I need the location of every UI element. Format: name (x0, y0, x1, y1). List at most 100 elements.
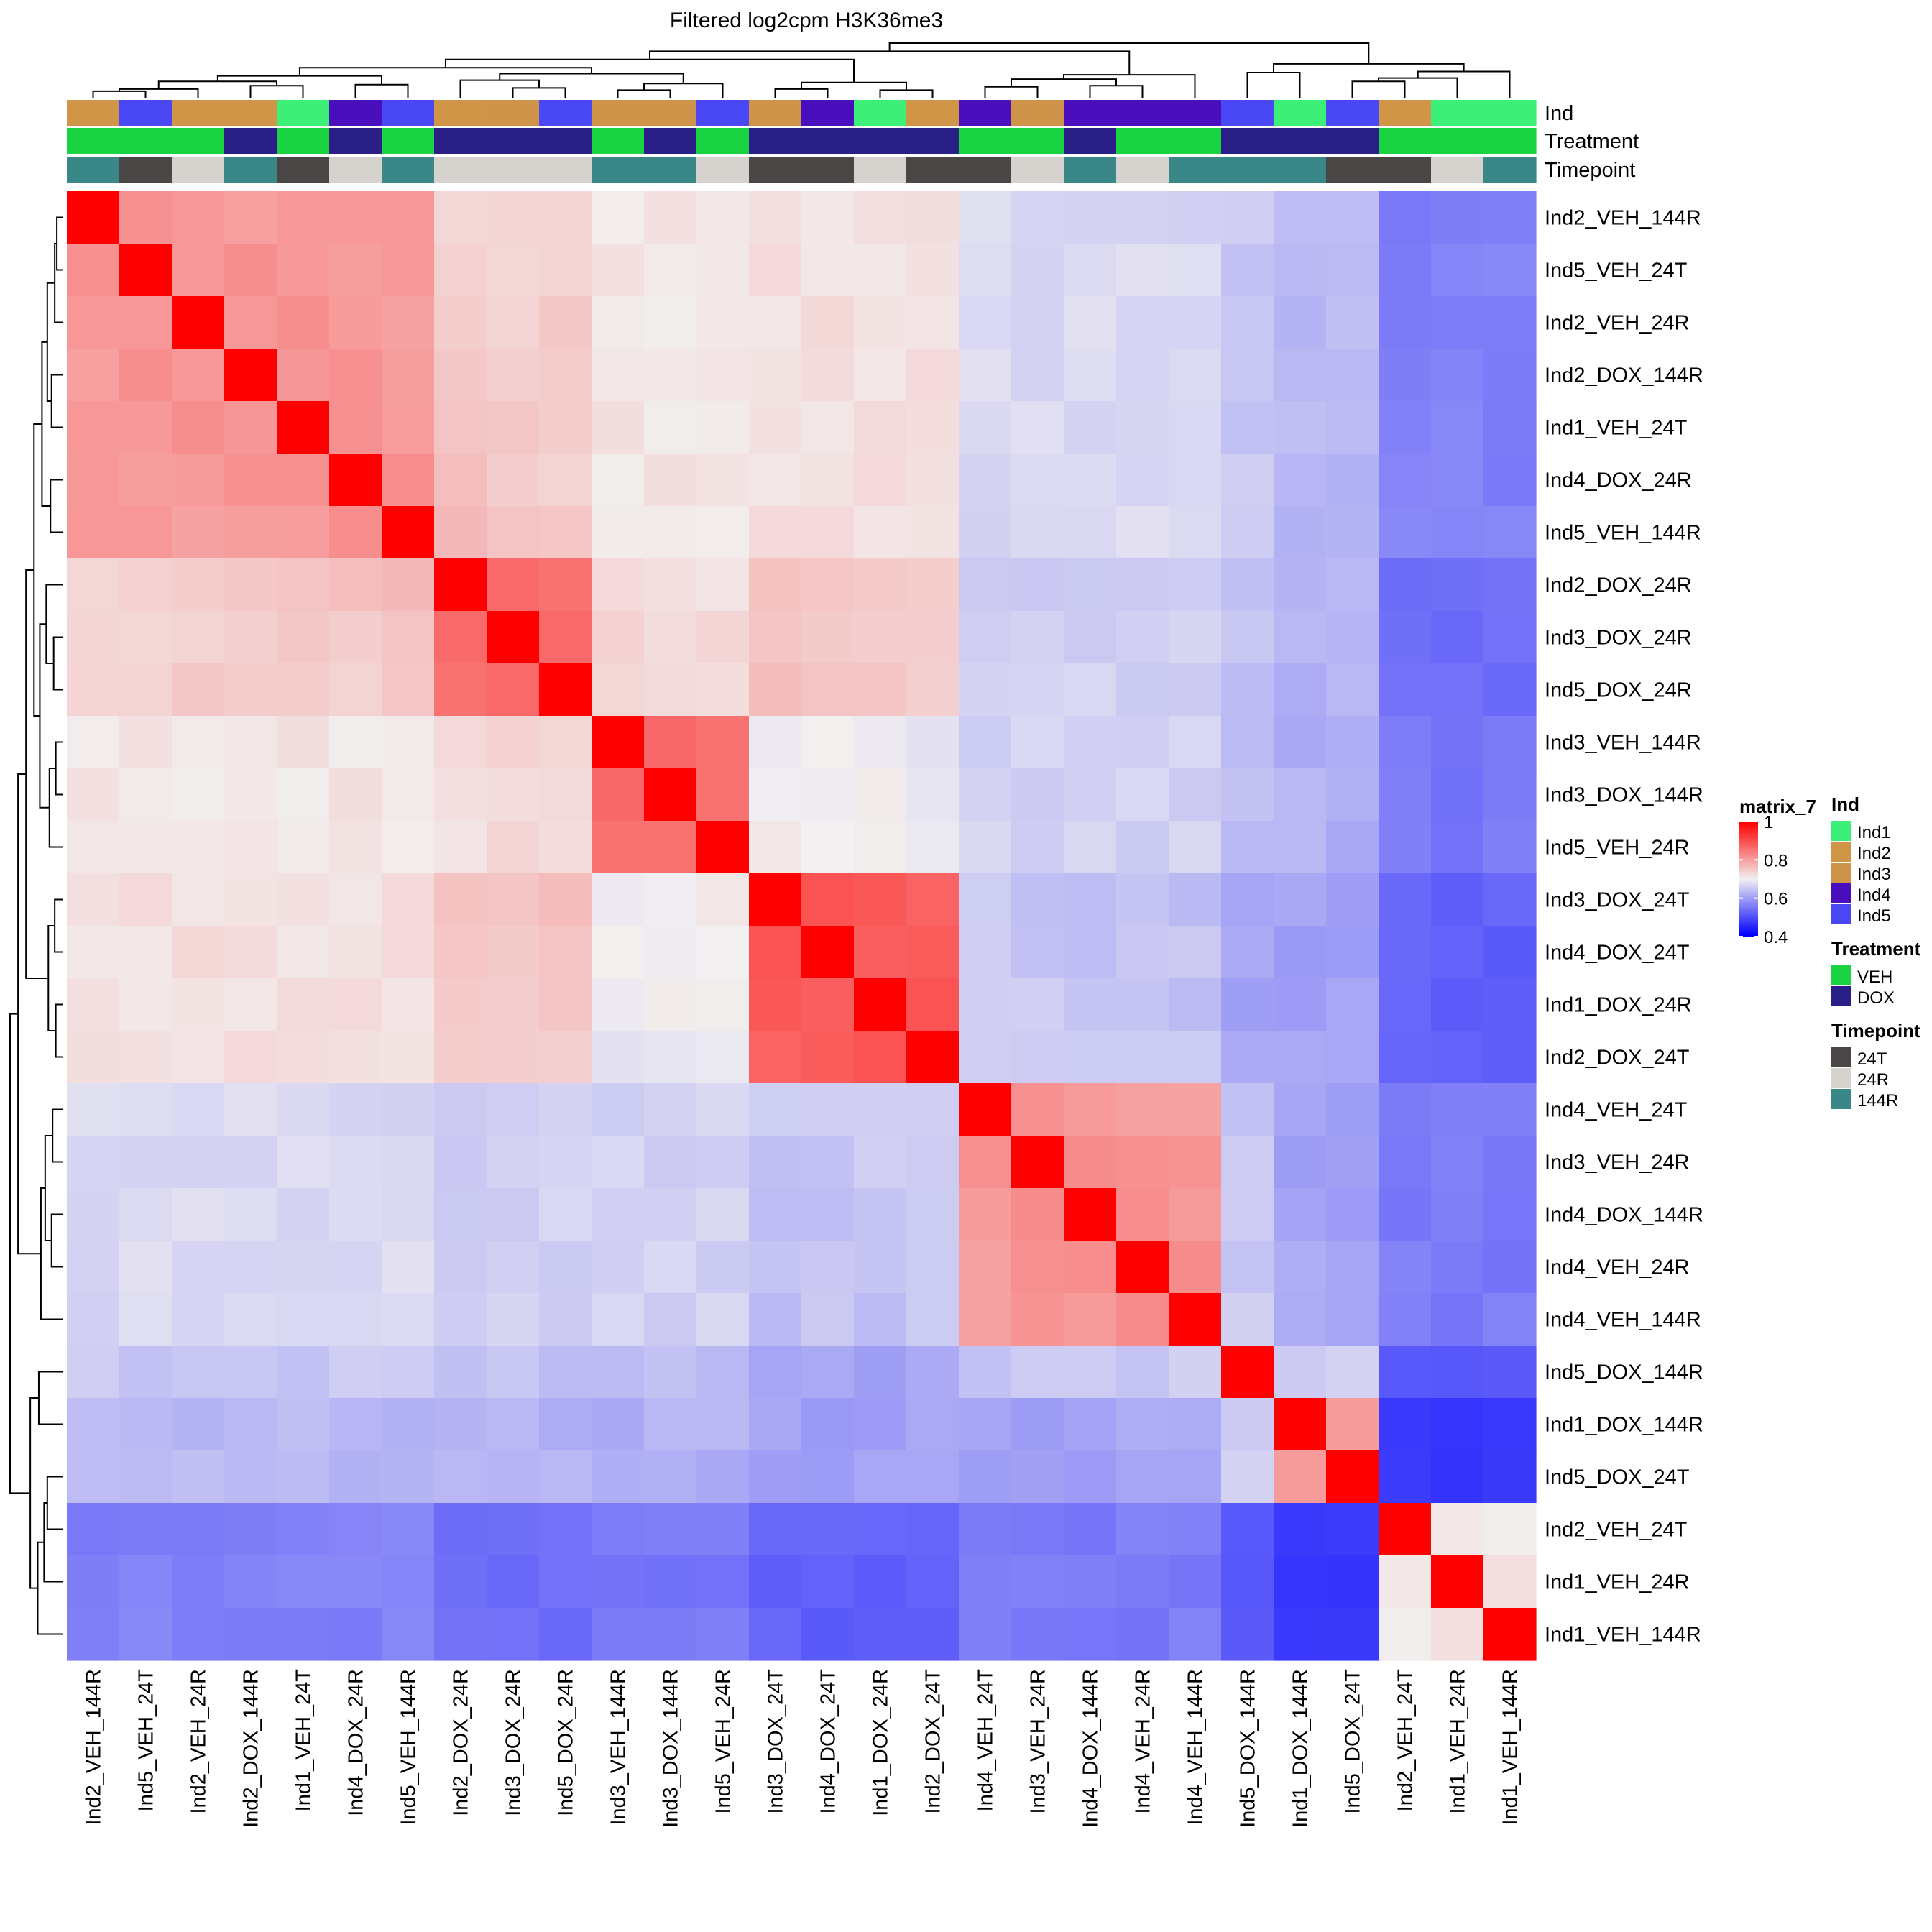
column-label: Ind2_VEH_144R (83, 1669, 106, 1826)
heatmap-cell (277, 1083, 330, 1136)
annotation-cell-treatment (277, 128, 330, 154)
color-scale-swatch (1739, 842, 1758, 845)
heatmap-cell (539, 1031, 592, 1084)
heatmap-cell (329, 401, 382, 454)
row-label: Ind1_DOX_144R (1545, 1414, 1703, 1437)
heatmap-cell (224, 244, 277, 297)
heatmap-cell (749, 1083, 802, 1136)
heatmap-cell (1379, 1450, 1432, 1504)
heatmap-cell (1274, 1503, 1327, 1556)
heatmap-cell (801, 716, 855, 769)
heatmap-cell (1484, 1293, 1537, 1346)
heatmap-cell (382, 821, 435, 874)
heatmap-cell (172, 1293, 225, 1346)
legend-title: Treatment (1831, 938, 1921, 960)
heatmap-cell (329, 244, 382, 297)
legend-swatch (1831, 1068, 1852, 1088)
heatmap-cell (172, 926, 225, 979)
annotation-cell-ind (172, 100, 225, 126)
heatmap-cell (329, 1555, 382, 1609)
heatmap-cell (329, 1136, 382, 1189)
heatmap-cell (172, 873, 225, 926)
heatmap-cell (801, 768, 855, 822)
heatmap-cell (749, 611, 802, 664)
heatmap-cell (119, 821, 172, 874)
dendrogram-branch (41, 341, 51, 507)
row-label: Ind5_VEH_24R (1545, 837, 1690, 860)
heatmap-cell (329, 873, 382, 926)
row-label: Ind2_VEH_24T (1545, 1519, 1688, 1542)
heatmap-cell (434, 1555, 487, 1609)
legend-swatch (1831, 1047, 1852, 1067)
heatmap-cell (224, 454, 277, 507)
heatmap-cell (801, 296, 855, 349)
heatmap-cell (696, 401, 750, 454)
heatmap-cell (1484, 926, 1537, 979)
heatmap-cell (119, 1555, 172, 1609)
heatmap-cell (906, 1608, 960, 1661)
annotation-cell-timepoint (959, 157, 1012, 183)
heatmap-cell (644, 1031, 697, 1084)
heatmap-cell (696, 1188, 750, 1241)
heatmap-cell (801, 1293, 855, 1346)
heatmap-cell (592, 296, 645, 349)
heatmap-cell (959, 1031, 1012, 1084)
dendrogram-branch (25, 569, 49, 979)
heatmap-cell (1274, 1188, 1327, 1241)
heatmap-cell (959, 191, 1012, 244)
annotation-cell-treatment (854, 128, 907, 154)
heatmap-cell (119, 401, 172, 454)
annotation-cell-ind (1274, 100, 1327, 126)
heatmap-cell (1064, 1031, 1117, 1084)
heatmap-cell (1011, 663, 1064, 717)
heatmap-cell (172, 401, 225, 454)
heatmap-cell (487, 1188, 540, 1241)
heatmap-cell (329, 663, 382, 717)
heatmap-cell (119, 926, 172, 979)
heatmap-cell (854, 1555, 907, 1609)
annotation-cell-treatment (224, 128, 277, 154)
heatmap-cell (119, 1608, 172, 1661)
heatmap-cell (644, 1188, 697, 1241)
heatmap-cell (1169, 821, 1222, 874)
heatmap-cell (1379, 821, 1432, 874)
dendrogram-branch (29, 1397, 39, 1589)
row-label: Ind4_DOX_24R (1545, 469, 1692, 492)
heatmap-cell (801, 1450, 855, 1504)
heatmap-cell (959, 1555, 1012, 1609)
dendrogram-branch (54, 243, 63, 323)
heatmap-cell (67, 296, 120, 349)
dendrogram-branch (512, 87, 566, 98)
heatmap-cell (644, 1503, 697, 1556)
heatmap-cell (1431, 1083, 1484, 1136)
heatmap-cell (1274, 1241, 1327, 1294)
column-label: Ind5_VEH_24R (712, 1669, 735, 1814)
heatmap-cell (1064, 1450, 1117, 1504)
heatmap-cell (487, 1136, 540, 1189)
heatmap-cell (906, 978, 960, 1031)
annotation-cell-ind (329, 100, 382, 126)
heatmap-cell (224, 1450, 277, 1504)
heatmap-cell (539, 1188, 592, 1241)
dendrogram-branch (1417, 70, 1511, 98)
heatmap-cell (539, 244, 592, 297)
heatmap-cell (1116, 244, 1169, 297)
annotation-cell-treatment (119, 128, 172, 154)
heatmap-cell (329, 296, 382, 349)
heatmap-cell (1169, 1346, 1222, 1399)
heatmap-cell (959, 244, 1012, 297)
heatmap-cell (749, 1398, 802, 1451)
heatmap-cell (801, 1503, 855, 1556)
column-label: Ind2_DOX_24R (450, 1669, 473, 1816)
row-label: Ind1_VEH_24R (1545, 1571, 1690, 1594)
heatmap-cell (749, 768, 802, 822)
heatmap-cell (696, 349, 750, 402)
heatmap-cell (1169, 1031, 1222, 1084)
legend-swatch (1831, 904, 1852, 924)
heatmap-cell (119, 1346, 172, 1399)
heatmap-cell (749, 1031, 802, 1084)
column-label: Ind2_DOX_24T (922, 1669, 945, 1814)
heatmap-cell (906, 926, 960, 979)
dendrogram-branch (499, 73, 684, 84)
heatmap-cell (224, 191, 277, 244)
